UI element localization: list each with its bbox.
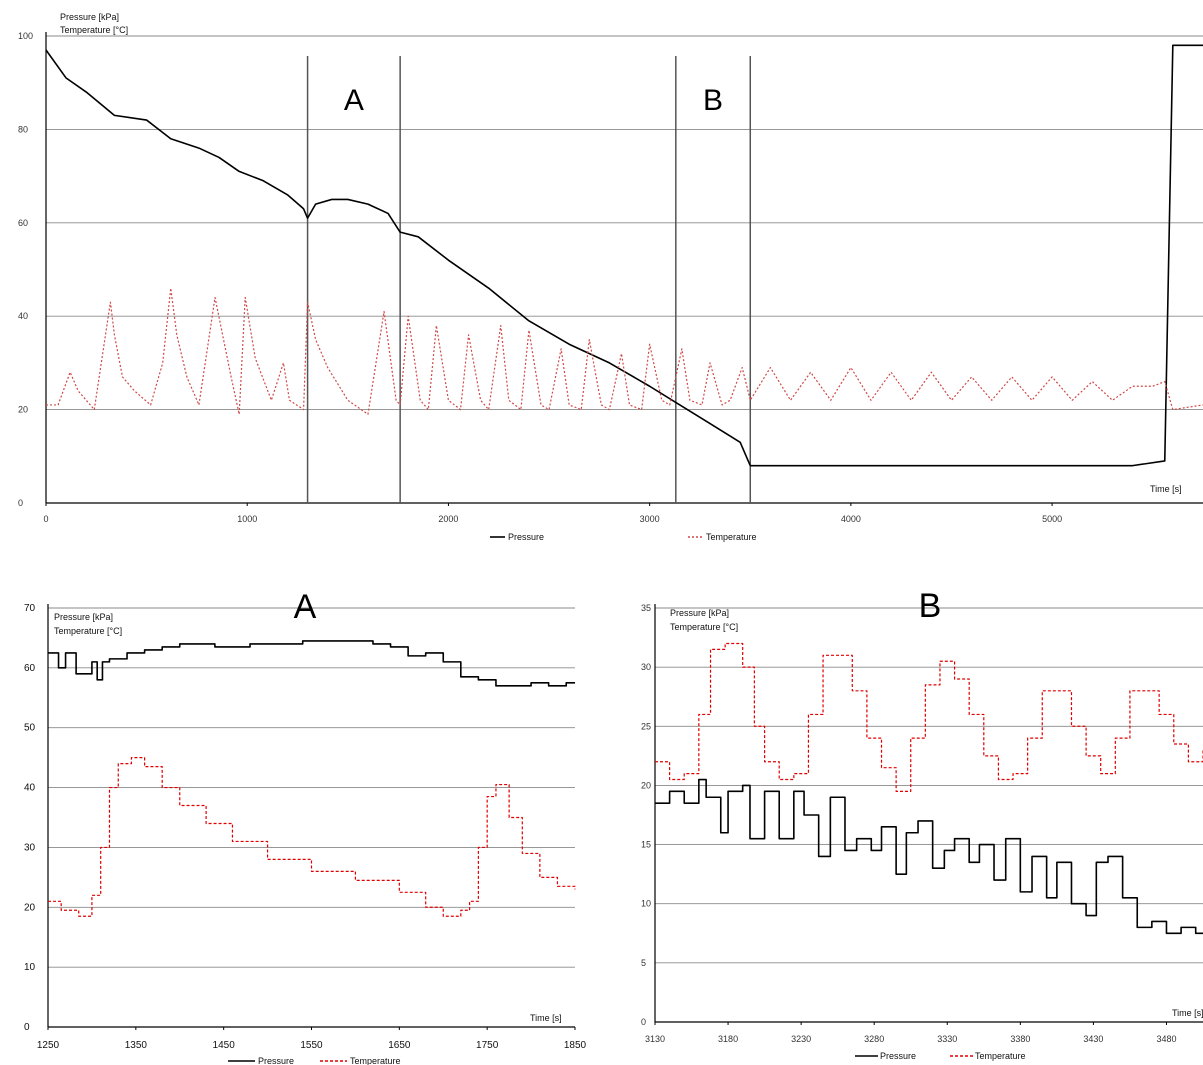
y-tick-label: 30: [641, 662, 651, 672]
x-tick-label: 3230: [791, 1034, 811, 1044]
legend-label: Temperature: [975, 1051, 1026, 1061]
x-tick-label: 1750: [476, 1040, 499, 1051]
x-tick-label: 3280: [864, 1034, 884, 1044]
y-tick-label: 20: [18, 405, 28, 415]
x-tick-label: 1000: [237, 514, 257, 524]
x-tick-label: 3480: [1156, 1034, 1176, 1044]
y-axis-label: Temperature [°C]: [60, 25, 128, 35]
region-label: B: [703, 84, 723, 117]
region-label: A: [344, 84, 364, 117]
y-axis-label: Pressure [kPa]: [670, 608, 729, 618]
legend-label: Pressure: [508, 532, 544, 542]
x-tick-label: 3180: [718, 1034, 738, 1044]
y-tick-label: 5: [641, 958, 646, 968]
x-tick-label: 2000: [438, 514, 458, 524]
x-axis-label: Time [s]: [530, 1013, 562, 1023]
y-tick-label: 15: [641, 840, 651, 850]
x-tick-label: 5000: [1042, 514, 1062, 524]
y-tick-label: 50: [24, 723, 36, 734]
x-tick-label: 1450: [213, 1040, 236, 1051]
y-tick-label: 40: [18, 311, 28, 321]
y-tick-label: 20: [641, 780, 651, 790]
legend-label: Temperature: [350, 1056, 401, 1065]
y-tick-label: 60: [18, 218, 28, 228]
series-line-temperature: [655, 642, 1203, 792]
series-line-pressure: [655, 778, 1203, 935]
x-tick-label: 4000: [841, 514, 861, 524]
y-axis-label: Pressure [kPa]: [54, 612, 113, 622]
series-line-pressure: [48, 640, 575, 687]
x-tick-label: 3430: [1083, 1034, 1103, 1044]
panel-title: B: [919, 587, 942, 625]
chart-panel-B: 0 5 10 15 20 25 30 35 3130 3180 3230 3280 3330 3380 34…: [641, 587, 1203, 1061]
y-tick-label: 35: [641, 603, 651, 613]
y-tick-label: 0: [18, 498, 23, 508]
y-tick-label: 40: [24, 783, 36, 794]
y-tick-label: 100: [18, 31, 33, 41]
x-axis-label: Time [s]: [1172, 1008, 1203, 1018]
y-tick-label: 60: [24, 663, 36, 674]
legend-label: Pressure: [258, 1056, 294, 1065]
chart-panel-A: 0 10 20 30 40 50 60 70 1250 1350 1450 1550 1650 1750 1…: [24, 588, 587, 1065]
y-axis-label: Temperature [°C]: [54, 626, 122, 636]
y-axis-label: Pressure [kPa]: [60, 12, 119, 22]
x-tick-label: 3130: [645, 1034, 665, 1044]
y-tick-label: 30: [24, 842, 36, 853]
series-line-pressure: [45, 44, 1203, 467]
x-tick-label: 1250: [37, 1040, 60, 1051]
y-tick-label: 20: [24, 902, 36, 913]
y-tick-label: 0: [641, 1017, 646, 1027]
x-tick-label: 1550: [300, 1040, 323, 1051]
x-tick-label: 1650: [388, 1040, 411, 1051]
y-tick-label: 10: [24, 962, 36, 973]
x-tick-label: 1850: [564, 1040, 587, 1051]
y-tick-label: 70: [24, 603, 36, 614]
panel-title: A: [294, 588, 317, 626]
x-tick-label: 3000: [640, 514, 660, 524]
y-tick-label: 0: [24, 1022, 30, 1033]
series-line-temperature: [48, 757, 576, 917]
y-tick-label: 10: [641, 899, 651, 909]
y-tick-label: 80: [18, 124, 28, 134]
x-tick-label: 0: [43, 514, 48, 524]
legend-label: Temperature: [706, 532, 757, 542]
series-line-temperature: [46, 287, 1203, 415]
x-tick-label: 3330: [937, 1034, 957, 1044]
x-axis-label: Time [s]: [1150, 484, 1182, 494]
x-tick-label: 3380: [1010, 1034, 1030, 1044]
legend-label: Pressure: [880, 1051, 916, 1061]
y-axis-label: Temperature [°C]: [670, 622, 738, 632]
y-tick-label: 25: [641, 721, 651, 731]
x-tick-label: 1350: [125, 1040, 148, 1051]
